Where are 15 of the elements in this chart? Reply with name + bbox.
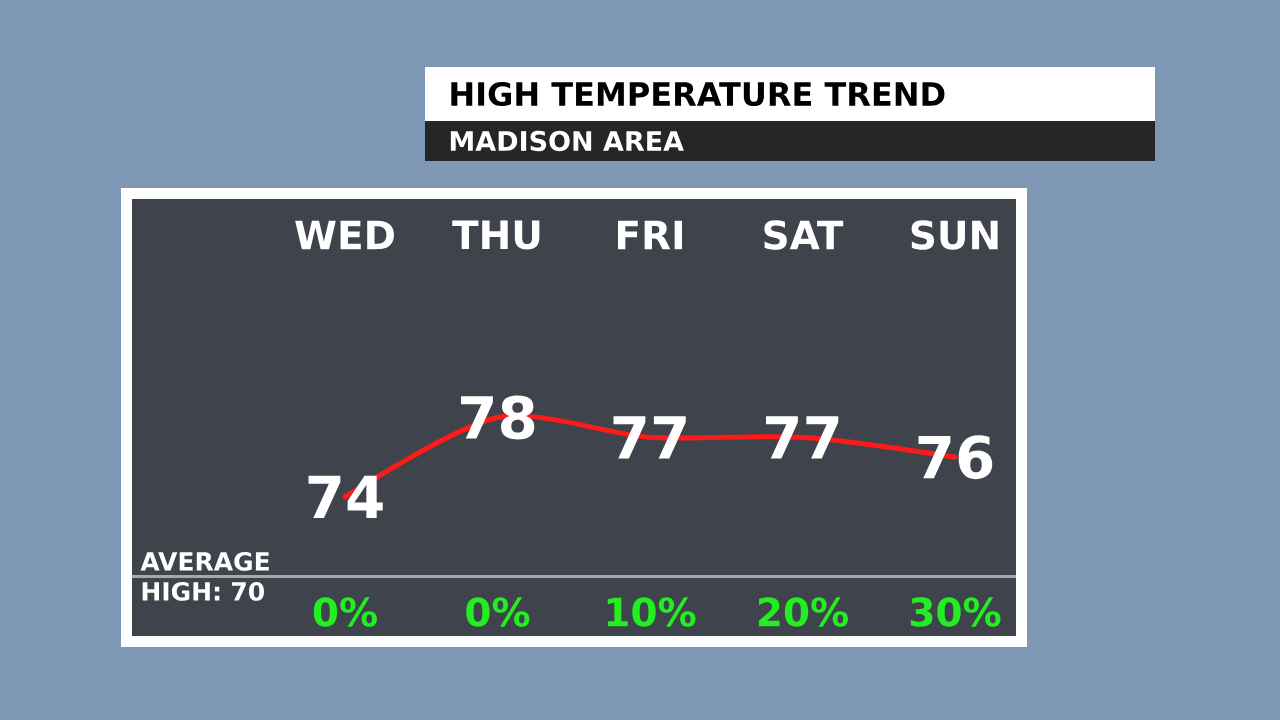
chart-subtitle: MADISON AREA <box>450 130 684 152</box>
data-label: 74 <box>308 475 383 519</box>
ref-line-label: AVERAGE HIGH: 70 <box>140 551 269 601</box>
data-label: 76 <box>918 435 993 480</box>
annotation: 30% <box>910 597 1001 627</box>
annotation: 20% <box>758 597 848 627</box>
x-tick-label: SAT <box>764 220 844 250</box>
chart-title: HIGH TEMPERATURE TREND <box>451 81 945 107</box>
x-tick-label: THU <box>452 220 540 250</box>
annotation: 0% <box>313 597 377 627</box>
x-tick-label: FRI <box>617 220 682 250</box>
x-tick-label: SUN <box>911 220 998 250</box>
annotation: 0% <box>466 597 530 627</box>
x-tick-label: WED <box>295 220 394 250</box>
annotation: 10% <box>607 597 696 627</box>
